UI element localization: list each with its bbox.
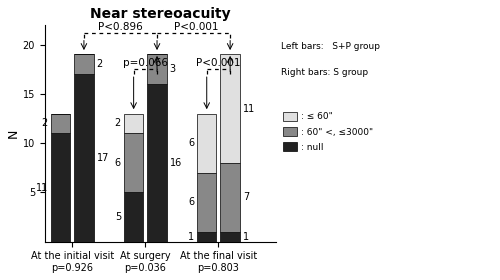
Text: 2: 2 [42, 118, 48, 129]
Bar [220, 163, 240, 232]
Text: p=0.066: p=0.066 [123, 58, 168, 68]
Bar [51, 114, 70, 133]
Text: 1: 1 [188, 232, 194, 242]
Bar [197, 114, 216, 173]
Bar [74, 54, 94, 74]
Bar [124, 114, 144, 133]
Text: P<0.001: P<0.001 [174, 22, 219, 32]
Bar [220, 54, 240, 163]
Bar [148, 54, 167, 84]
Text: P<0.001: P<0.001 [196, 58, 240, 68]
Bar [51, 133, 70, 242]
Bar [124, 192, 144, 242]
Text: P<0.896: P<0.896 [98, 22, 143, 32]
Text: 2: 2 [96, 59, 103, 69]
Text: Left bars:   S+P group: Left bars: S+P group [281, 42, 380, 51]
Text: Right bars: S group: Right bars: S group [281, 68, 368, 77]
Bar [148, 84, 167, 242]
Text: 2: 2 [114, 118, 121, 129]
Bar [197, 232, 216, 242]
Text: 6: 6 [115, 158, 121, 168]
Bar [197, 173, 216, 232]
Bar [124, 133, 144, 192]
Bar [220, 232, 240, 242]
Title: Near stereoacuity: Near stereoacuity [90, 7, 231, 21]
Text: 16: 16 [170, 158, 182, 168]
Text: 11: 11 [36, 183, 48, 193]
Text: 7: 7 [243, 192, 249, 202]
Text: 3: 3 [170, 64, 176, 74]
Y-axis label: N: N [7, 129, 20, 138]
Legend: : ≤ 60", : 60" <, ≤3000", : null: : ≤ 60", : 60" <, ≤3000", : null [283, 112, 374, 152]
Text: 17: 17 [96, 153, 109, 163]
Text: 6: 6 [188, 138, 194, 148]
Text: 6: 6 [188, 197, 194, 207]
Text: 5: 5 [114, 212, 121, 222]
Bar [74, 74, 94, 242]
Text: 11: 11 [243, 104, 255, 114]
Text: 1: 1 [243, 232, 249, 242]
